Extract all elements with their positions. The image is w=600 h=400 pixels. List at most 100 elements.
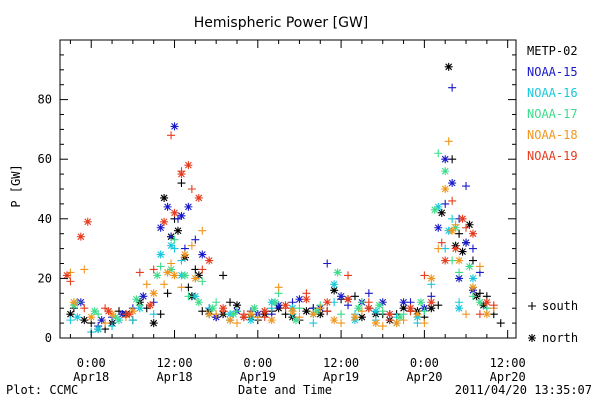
noaa-15-north-point bbox=[295, 295, 304, 304]
noaa-17-south-point bbox=[420, 307, 429, 316]
noaa-18-north-point bbox=[468, 283, 477, 292]
noaa-19-south-point bbox=[420, 271, 429, 280]
x-tick-label-date: Apr19 bbox=[323, 370, 359, 384]
noaa-15-south-point bbox=[191, 235, 200, 244]
noaa-19-south-point bbox=[66, 277, 75, 286]
x-axis: 0:00Apr1812:00Apr180:00Apr1912:00Apr190:… bbox=[69, 40, 526, 384]
noaa-19-north-point bbox=[427, 298, 436, 307]
noaa-15-north-point bbox=[139, 292, 148, 301]
noaa-17-south-point bbox=[198, 277, 207, 286]
noaa-19-south-point bbox=[80, 304, 89, 313]
noaa-19-north-point bbox=[170, 208, 179, 217]
y-axis-label: P [GW] bbox=[9, 164, 23, 207]
noaa-19-north-point bbox=[125, 310, 134, 319]
noaa-18-south-point bbox=[378, 322, 387, 331]
noaa-18-south-point bbox=[177, 283, 186, 292]
noaa-18-north-point bbox=[371, 319, 380, 328]
metp-02-south-point bbox=[226, 298, 235, 307]
noaa-16-south-point bbox=[441, 244, 450, 253]
noaa-18-north-point bbox=[191, 274, 200, 283]
noaa-18-north-point bbox=[149, 289, 158, 298]
noaa-19-north-point bbox=[219, 304, 228, 313]
x-tick-label-date: Apr18 bbox=[156, 370, 192, 384]
footer-left: Plot: CCMC bbox=[6, 383, 78, 397]
noaa-17-north-point bbox=[430, 205, 439, 214]
metp-02-north-point bbox=[357, 313, 366, 322]
noaa-15-north-point bbox=[378, 298, 387, 307]
noaa-18-north-point bbox=[441, 185, 450, 193]
legend-symbol-label: south bbox=[542, 299, 578, 313]
legend-entry: NOAA-16 bbox=[527, 86, 578, 100]
noaa-18-north-point bbox=[180, 250, 189, 259]
noaa-17-north-point bbox=[194, 298, 203, 307]
x-tick-label-date: Apr19 bbox=[240, 370, 276, 384]
noaa-19-north-point bbox=[406, 304, 415, 313]
noaa-18-south-point bbox=[142, 280, 151, 289]
y-axis: 0 20 40 60 80 bbox=[38, 54, 516, 345]
metp-02-south-point bbox=[448, 155, 457, 164]
noaa-17-south-point bbox=[184, 292, 193, 301]
metp-02-south-point bbox=[496, 319, 505, 328]
metp-02-south-point bbox=[434, 301, 443, 310]
noaa-17-north-point bbox=[475, 298, 484, 307]
chart-title: Hemispheric Power [GW] bbox=[194, 15, 369, 31]
noaa-19-south-point bbox=[149, 265, 158, 274]
noaa-17-south-point bbox=[468, 292, 477, 301]
noaa-19-north-point bbox=[62, 271, 71, 280]
noaa-16-north-point bbox=[455, 304, 464, 313]
noaa-17-south-point bbox=[170, 235, 179, 244]
metp-02-north-point bbox=[458, 247, 467, 256]
noaa-17-south-point bbox=[212, 298, 221, 307]
x-axis-label: Date and Time bbox=[238, 383, 332, 397]
x-tick-label-date: Apr20 bbox=[406, 370, 442, 384]
metp-02-north-point bbox=[66, 310, 75, 319]
noaa-18-north-point bbox=[69, 298, 78, 307]
noaa-18-south-point bbox=[337, 319, 346, 328]
noaa-17-south-point bbox=[378, 307, 387, 316]
x-tick-label-date: Apr20 bbox=[490, 370, 526, 384]
noaa-19-north-point bbox=[239, 313, 248, 322]
noaa-18-south-point bbox=[462, 310, 471, 319]
noaa-19-north-point bbox=[344, 295, 353, 304]
noaa-17-north-point bbox=[153, 271, 162, 280]
noaa-18-south-point bbox=[212, 310, 221, 319]
x-tick-label-time: 0:00 bbox=[410, 356, 439, 370]
noaa-16-south-point bbox=[149, 310, 158, 319]
noaa-17-south-point bbox=[135, 301, 144, 310]
metp-02-south-point bbox=[156, 310, 165, 319]
noaa-19-north-point bbox=[458, 214, 467, 223]
noaa-19-south-point bbox=[475, 310, 484, 319]
metp-02-north-point bbox=[444, 62, 453, 71]
noaa-17-north-point bbox=[465, 262, 474, 271]
metp-02-north-point bbox=[160, 193, 169, 202]
noaa-17-north-point bbox=[229, 310, 238, 319]
noaa-19-north-point bbox=[302, 295, 311, 304]
noaa-18-north-point bbox=[413, 310, 422, 319]
noaa-19-north-point bbox=[441, 256, 450, 265]
noaa-16-south-point bbox=[330, 298, 339, 307]
noaa-15-north-point bbox=[441, 155, 450, 164]
noaa-19-north-point bbox=[194, 193, 203, 202]
metp-02-north-point bbox=[399, 304, 408, 313]
noaa-17-north-point bbox=[208, 304, 217, 313]
noaa-17-south-point bbox=[337, 310, 346, 319]
x-tick-label-time: 12:00 bbox=[490, 356, 526, 370]
noaa-19-north-point bbox=[184, 161, 193, 170]
noaa-15-south-point bbox=[364, 289, 373, 298]
footer-right: 2011/04/20 13:35:07 bbox=[455, 383, 592, 397]
metp-02-south-point bbox=[163, 289, 172, 298]
y-tick-label: 60 bbox=[38, 152, 52, 166]
noaa-17-north-point bbox=[333, 268, 342, 277]
noaa-19-north-point bbox=[468, 229, 477, 238]
noaa-18-south-point bbox=[232, 319, 241, 328]
noaa-15-north-point bbox=[462, 238, 471, 247]
noaa-19-north-point bbox=[205, 256, 214, 265]
noaa-17-north-point bbox=[416, 298, 425, 307]
metp-02-south-point bbox=[219, 271, 228, 280]
y-tick-label: 0 bbox=[45, 331, 52, 345]
noaa-18-north-point bbox=[205, 310, 214, 319]
metp-02-north-point bbox=[149, 319, 158, 328]
noaa-17-north-point bbox=[90, 307, 99, 316]
noaa-16-north-point bbox=[73, 313, 82, 322]
noaa-17-north-point bbox=[312, 307, 321, 316]
